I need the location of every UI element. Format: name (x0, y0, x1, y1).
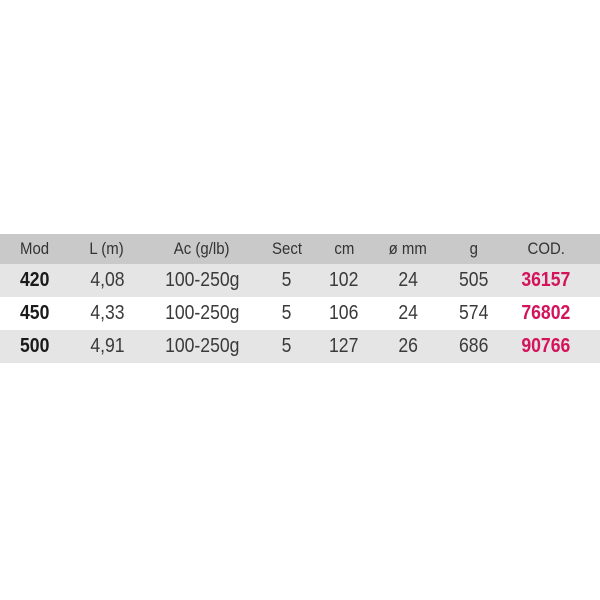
cell-cm: 127 (329, 335, 359, 357)
header-cm: cm (334, 239, 354, 258)
header-sections: Sect (272, 239, 302, 258)
table-header: Mod L (m) Ac (g/lb) Sect cm ø mm g COD. (0, 234, 600, 264)
header-length: L (m) (89, 239, 125, 258)
cell-weight: 574 (459, 302, 489, 324)
spec-table: Mod L (m) Ac (g/lb) Sect cm ø mm g COD. … (0, 234, 600, 363)
cell-length: 4,08 (89, 269, 125, 291)
cell-sections: 5 (282, 335, 292, 357)
cell-length: 4,91 (89, 335, 125, 357)
cell-casting-weight: 100-250g (164, 302, 240, 324)
cell-cm: 106 (329, 302, 359, 324)
cell-diameter: 24 (398, 302, 418, 324)
cell-code: 36157 (521, 269, 571, 291)
cell-diameter: 24 (398, 269, 418, 291)
cell-length: 4,33 (89, 302, 125, 324)
header-mod: Mod (20, 239, 50, 258)
header-code: COD. (527, 239, 565, 258)
table-row: 450 4,33 100-250g 5 106 24 574 76802 (0, 297, 600, 330)
cell-mod: 450 (20, 302, 50, 324)
table-row: 420 4,08 100-250g 5 102 24 505 36157 (0, 264, 600, 297)
cell-code: 76802 (521, 302, 571, 324)
cell-casting-weight: 100-250g (164, 335, 240, 357)
header-diameter: ø mm (388, 239, 428, 258)
cell-sections: 5 (282, 269, 292, 291)
cell-diameter: 26 (398, 335, 418, 357)
header-weight: g (469, 239, 479, 258)
header-casting-weight: Ac (g/lb) (174, 239, 230, 258)
cell-mod: 500 (20, 335, 50, 357)
cell-casting-weight: 100-250g (164, 269, 240, 291)
cell-sections: 5 (282, 302, 292, 324)
cell-weight: 686 (459, 335, 489, 357)
cell-mod: 420 (20, 269, 50, 291)
cell-code: 90766 (521, 335, 571, 357)
cell-cm: 102 (329, 269, 359, 291)
table-row: 500 4,91 100-250g 5 127 26 686 90766 (0, 330, 600, 363)
cell-weight: 505 (459, 269, 489, 291)
